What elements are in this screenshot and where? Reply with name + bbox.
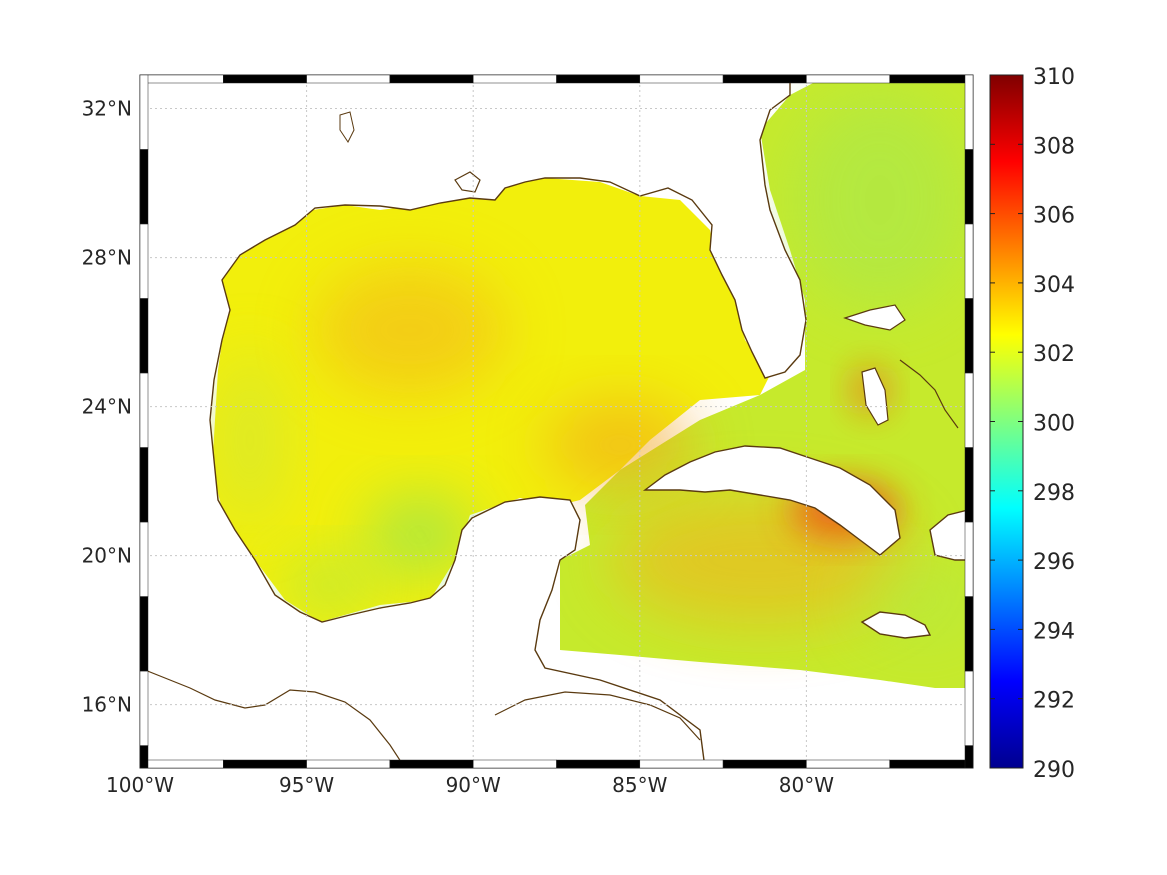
frame-segment-left <box>139 670 149 746</box>
colorbar-tick-label: 296 <box>1033 550 1075 575</box>
frame-segment-left <box>139 521 149 597</box>
land-jamaica <box>860 611 932 639</box>
frame-segment-bottom <box>889 759 974 769</box>
colorbar <box>989 74 1024 769</box>
frame-segment-right <box>964 149 974 225</box>
land-andros <box>861 367 889 426</box>
frame-segment-top <box>806 74 890 84</box>
y-tick-label: 20°N <box>82 544 132 568</box>
land-cuba <box>642 445 901 556</box>
colorbar-tick-label: 308 <box>1033 134 1075 159</box>
y-tick-labels: 16°N 20°N 24°N 28°N 32°N <box>82 97 132 717</box>
land-hispaniola <box>929 509 973 561</box>
cool-patch-southwest <box>280 555 380 615</box>
frame-segment-left <box>139 745 149 769</box>
frame-segment-top <box>556 74 641 84</box>
frame-segment-bottom <box>223 759 307 769</box>
frame-segment-bottom <box>722 759 807 769</box>
colorbar-tick-labels: 290 292 294 296 298 300 302 304 306 308 310 <box>990 65 1075 783</box>
frame-segment-right <box>964 596 974 672</box>
frame-segment-top <box>139 74 224 84</box>
y-tick-label: 24°N <box>82 395 132 419</box>
y-tick-label: 16°N <box>82 693 132 717</box>
frame-segment-bottom <box>556 759 641 769</box>
frame-segment-bottom <box>639 759 724 769</box>
warm-patch-yucatan <box>545 400 695 490</box>
colorbar-tick-label: 310 <box>1033 65 1075 90</box>
colorbar-tick-label: 304 <box>1033 273 1075 298</box>
colorbar-tick-label: 302 <box>1033 342 1075 367</box>
coast-honduras <box>494 691 701 741</box>
x-tick-label: 80°W <box>779 773 834 797</box>
frame-segment-left <box>139 596 149 672</box>
frame-segment-left <box>139 447 149 523</box>
frame-segment-left <box>139 372 149 448</box>
cool-patch-mexico-coast <box>215 350 285 530</box>
y-tick-label: 28°N <box>82 246 132 270</box>
colorbar-tick-label: 290 <box>1033 758 1075 783</box>
x-tick-label: 85°W <box>612 773 667 797</box>
colorbar-tick-label: 298 <box>1033 481 1075 506</box>
frame-segment-top <box>306 74 391 84</box>
frame-segment-top <box>472 74 557 84</box>
frame-segment-right <box>964 745 974 769</box>
frame-segment-top <box>722 74 807 84</box>
coast-central-america <box>140 667 406 768</box>
sst-field <box>140 75 973 768</box>
land-lake <box>339 111 355 143</box>
land-north-america <box>140 75 807 768</box>
frame-segment-top <box>223 74 307 84</box>
frame-segment-right <box>964 521 974 597</box>
frame-segment-bottom <box>306 759 391 769</box>
frame-segment-left <box>139 74 149 150</box>
colorbar-tick-label: 292 <box>1033 689 1075 714</box>
cool-patch-atlantic <box>790 90 970 310</box>
frame-segment-bottom <box>806 759 890 769</box>
frame-segment-bottom <box>139 759 224 769</box>
frame-segment-left <box>139 223 149 299</box>
grid-lines <box>140 75 973 768</box>
frame-segment-top <box>889 74 974 84</box>
frame-segment-right <box>964 223 974 299</box>
frame-segment-bottom <box>389 759 474 769</box>
checkered-frame <box>139 74 974 769</box>
frame-segment-left <box>139 149 149 225</box>
frame-segment-top <box>389 74 474 84</box>
land-bahamas-north <box>843 304 906 331</box>
x-tick-label: 95°W <box>279 773 334 797</box>
frame-segment-right <box>964 447 974 523</box>
colorbar-tick-label: 294 <box>1033 619 1075 644</box>
x-tick-label: 90°W <box>446 773 501 797</box>
colorbar-tick-label: 300 <box>1033 412 1075 437</box>
frame-segment-right <box>964 372 974 448</box>
frame-segment-right <box>964 670 974 746</box>
colorbar-tick-label: 306 <box>1033 204 1075 229</box>
frame-segment-top <box>639 74 724 84</box>
cool-patch-campeche <box>365 495 475 575</box>
x-tick-labels: 100°W 95°W 90°W 85°W 80°W <box>106 773 834 797</box>
land-mississippi-delta <box>454 171 481 193</box>
warm-patch-west-gulf <box>315 265 505 395</box>
frame-segment-left <box>139 298 149 374</box>
y-tick-label: 32°N <box>82 97 132 121</box>
x-tick-label: 100°W <box>106 773 174 797</box>
coast-bahamas-chain <box>899 359 959 429</box>
frame-segment-right <box>964 298 974 374</box>
frame-segment-bottom <box>472 759 557 769</box>
frame-segment-right <box>964 74 974 150</box>
